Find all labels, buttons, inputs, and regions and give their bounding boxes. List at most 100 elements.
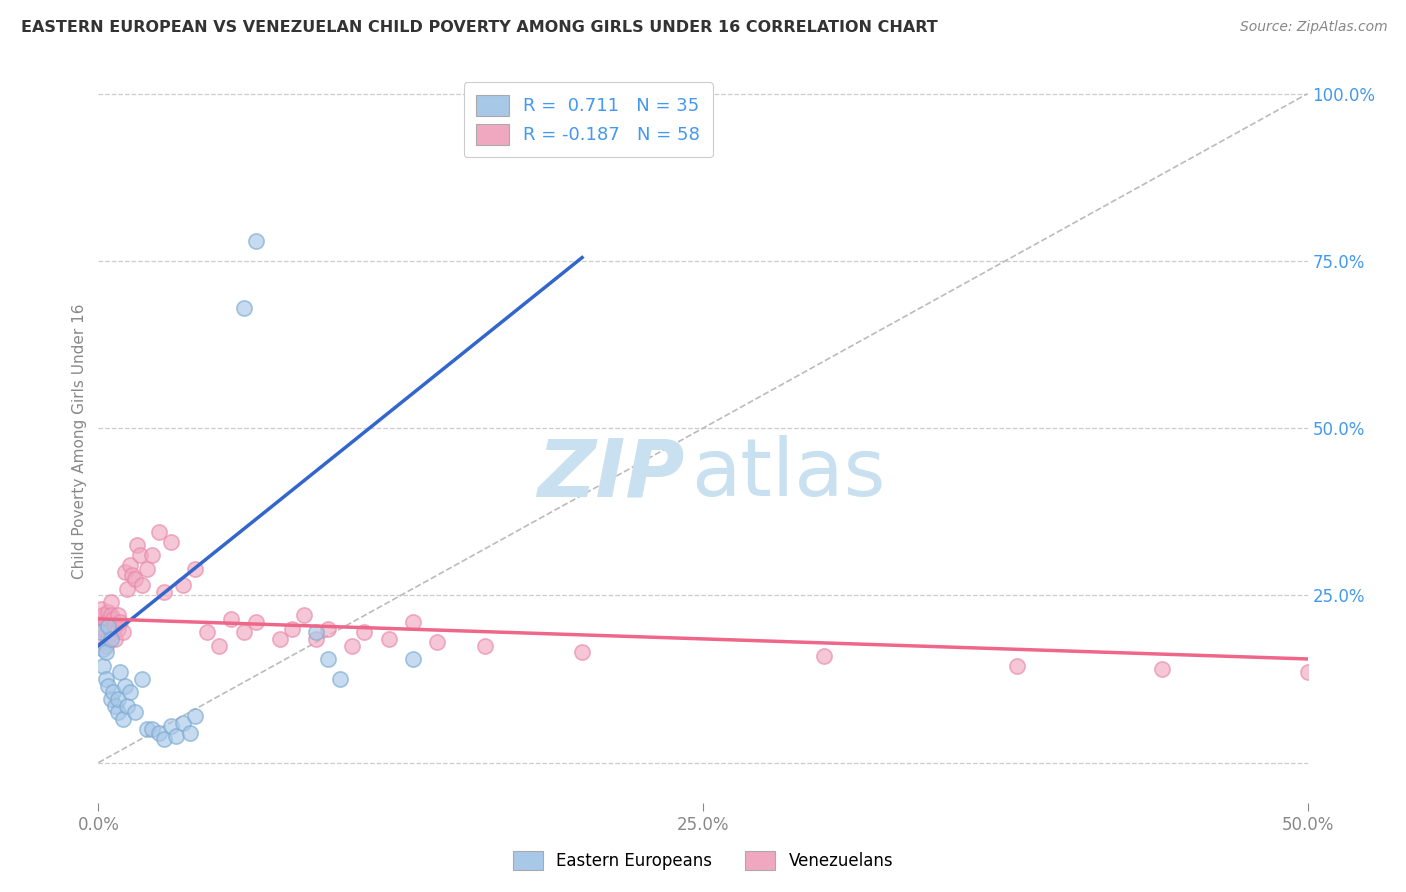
Point [305,625,328,640]
Point [127,538,149,552]
Point [114,565,136,579]
Point [121,568,143,582]
Point [148,725,170,739]
Point [94,625,117,640]
Point [94,639,117,653]
Point [305,632,328,646]
Point [117,698,139,713]
Point [111,712,134,726]
Point [245,615,267,630]
Point [402,652,425,666]
Point [141,548,163,563]
Point [107,608,129,623]
Point [221,612,243,626]
Point [141,723,163,737]
Point [184,708,207,723]
Point [118,685,141,699]
Point [269,632,291,646]
Point [101,685,124,699]
Point [148,524,170,539]
Point [208,639,231,653]
Point [124,572,146,586]
Point [402,615,425,630]
Point [104,632,127,646]
Point [160,534,183,549]
Point [316,652,339,666]
Point [100,622,122,636]
Point [131,672,153,686]
Point [104,698,127,713]
Point [1296,665,1319,680]
Point [165,729,187,743]
Point [100,632,122,646]
Point [90,612,112,626]
Point [813,648,835,663]
Point [245,234,267,248]
Point [117,582,139,596]
Point [1152,662,1174,676]
Point [329,672,352,686]
Point [124,706,146,720]
Point [232,625,254,640]
Point [101,612,124,626]
Y-axis label: Child Poverty Among Girls Under 16: Child Poverty Among Girls Under 16 [72,304,87,579]
Point [152,585,174,599]
Point [342,639,364,653]
Point [118,558,141,573]
Point [172,715,194,730]
Point [111,625,134,640]
Point [152,732,174,747]
Point [91,635,114,649]
Point [90,625,112,640]
Point [97,618,120,632]
Point [114,679,136,693]
Text: Source: ZipAtlas.com: Source: ZipAtlas.com [1240,20,1388,34]
Point [426,635,449,649]
Point [91,622,114,636]
Point [91,608,114,623]
Legend: Eastern Europeans, Venezuelans: Eastern Europeans, Venezuelans [506,844,900,877]
Text: EASTERN EUROPEAN VS VENEZUELAN CHILD POVERTY AMONG GIRLS UNDER 16 CORRELATION CH: EASTERN EUROPEAN VS VENEZUELAN CHILD POV… [21,20,938,35]
Point [97,605,120,619]
Point [108,615,131,630]
Point [107,622,129,636]
Point [160,719,183,733]
Point [135,562,157,576]
Point [172,578,194,592]
Point [316,622,339,636]
Point [94,672,117,686]
Point [94,645,117,659]
Point [131,578,153,592]
Point [108,665,131,680]
Point [107,692,129,706]
Point [377,632,399,646]
Point [232,301,254,315]
Point [184,562,207,576]
Point [100,692,122,706]
Point [474,639,496,653]
Point [179,725,201,739]
Point [100,608,122,623]
Point [97,679,120,693]
Point [281,622,304,636]
Point [104,618,127,632]
Point [107,706,129,720]
Point [101,625,124,640]
Point [292,608,315,623]
Text: atlas: atlas [690,435,886,513]
Point [97,618,120,632]
Point [128,548,150,563]
Point [571,645,593,659]
Point [90,602,112,616]
Legend: R =  0.711   N = 35, R = -0.187   N = 58: R = 0.711 N = 35, R = -0.187 N = 58 [464,82,713,157]
Point [97,632,120,646]
Point [1007,658,1029,673]
Point [135,723,157,737]
Point [94,615,117,630]
Point [195,625,218,640]
Point [100,595,122,609]
Point [353,625,375,640]
Point [91,658,114,673]
Text: ZIP: ZIP [537,435,685,513]
Point [91,642,114,657]
